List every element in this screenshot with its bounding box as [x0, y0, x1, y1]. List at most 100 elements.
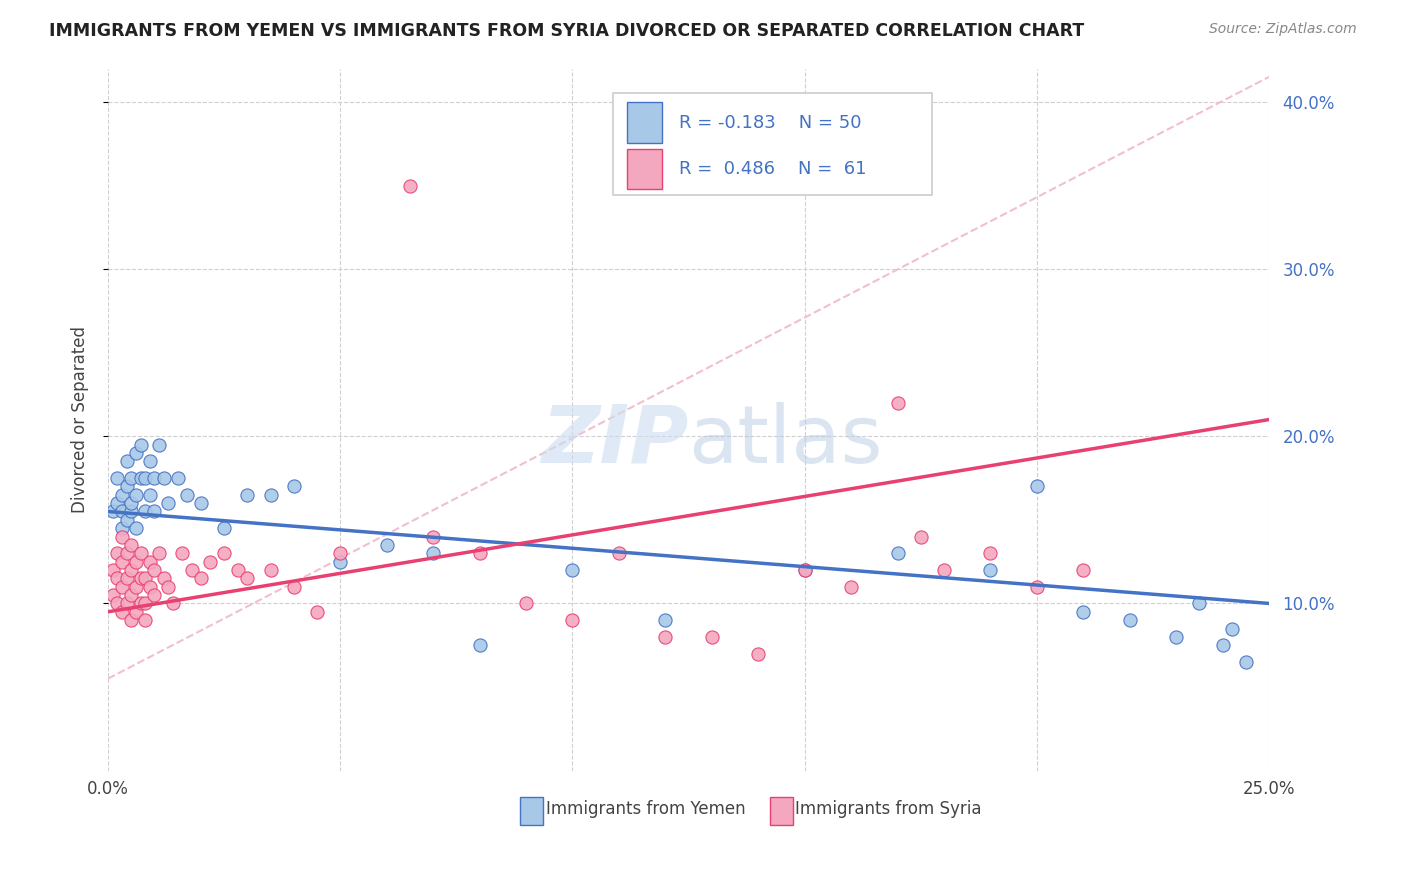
Point — [105, 496, 128, 510]
Point — [305, 605, 328, 619]
Point — [111, 555, 134, 569]
Point — [101, 588, 124, 602]
Point — [399, 178, 422, 193]
Point — [120, 504, 142, 518]
Point — [259, 563, 281, 577]
Point — [561, 613, 583, 627]
Point — [1071, 605, 1094, 619]
Point — [125, 555, 148, 569]
Point — [1212, 638, 1234, 652]
Point — [654, 630, 676, 644]
Point — [111, 605, 134, 619]
Point — [148, 437, 170, 451]
Point — [143, 588, 166, 602]
Point — [468, 546, 491, 560]
Point — [910, 530, 932, 544]
Point — [283, 479, 305, 493]
Text: Source: ZipAtlas.com: Source: ZipAtlas.com — [1209, 22, 1357, 37]
Point — [105, 471, 128, 485]
FancyBboxPatch shape — [627, 149, 662, 189]
Point — [1025, 580, 1047, 594]
Point — [105, 546, 128, 560]
FancyBboxPatch shape — [520, 797, 543, 824]
Point — [115, 546, 138, 560]
Point — [125, 488, 148, 502]
Point — [1220, 622, 1243, 636]
Point — [152, 471, 174, 485]
Point — [143, 504, 166, 518]
Point — [139, 555, 162, 569]
Point — [111, 580, 134, 594]
Point — [134, 613, 156, 627]
Point — [1119, 613, 1142, 627]
FancyBboxPatch shape — [613, 93, 932, 194]
Point — [125, 446, 148, 460]
Point — [212, 521, 235, 535]
Point — [190, 571, 212, 585]
Point — [561, 563, 583, 577]
Point — [125, 605, 148, 619]
Point — [129, 571, 152, 585]
Point — [139, 488, 162, 502]
Point — [139, 454, 162, 468]
Point — [101, 563, 124, 577]
Point — [607, 546, 630, 560]
Point — [105, 596, 128, 610]
Point — [226, 563, 249, 577]
Point — [125, 521, 148, 535]
Point — [157, 580, 180, 594]
Point — [886, 546, 908, 560]
Point — [654, 613, 676, 627]
Point — [172, 546, 194, 560]
Point — [111, 530, 134, 544]
Point — [375, 538, 398, 552]
Point — [111, 504, 134, 518]
Point — [115, 479, 138, 493]
Point — [1166, 630, 1188, 644]
Point — [105, 571, 128, 585]
Point — [120, 563, 142, 577]
Point — [283, 580, 305, 594]
Point — [120, 613, 142, 627]
Point — [125, 580, 148, 594]
Point — [148, 546, 170, 560]
Point — [1234, 655, 1257, 669]
Point — [134, 504, 156, 518]
Point — [111, 488, 134, 502]
Point — [515, 596, 537, 610]
Point — [793, 563, 815, 577]
Point — [700, 630, 723, 644]
Point — [115, 571, 138, 585]
Point — [236, 488, 259, 502]
Point — [180, 563, 202, 577]
Point — [422, 546, 444, 560]
Point — [979, 546, 1001, 560]
Point — [212, 546, 235, 560]
Text: IMMIGRANTS FROM YEMEN VS IMMIGRANTS FROM SYRIA DIVORCED OR SEPARATED CORRELATION: IMMIGRANTS FROM YEMEN VS IMMIGRANTS FROM… — [49, 22, 1084, 40]
Point — [134, 471, 156, 485]
Text: Immigrants from Syria: Immigrants from Syria — [796, 800, 981, 818]
Point — [129, 437, 152, 451]
Point — [259, 488, 281, 502]
Text: R =  0.486    N =  61: R = 0.486 N = 61 — [679, 160, 866, 178]
Point — [134, 571, 156, 585]
Point — [329, 555, 352, 569]
Point — [120, 471, 142, 485]
Text: atlas: atlas — [689, 401, 883, 480]
Point — [839, 580, 862, 594]
FancyBboxPatch shape — [627, 103, 662, 143]
Y-axis label: Divorced or Separated: Divorced or Separated — [72, 326, 89, 513]
Point — [120, 496, 142, 510]
Point — [176, 488, 198, 502]
Point — [143, 563, 166, 577]
Point — [166, 471, 188, 485]
Point — [157, 496, 180, 510]
Point — [134, 596, 156, 610]
Point — [111, 521, 134, 535]
Point — [979, 563, 1001, 577]
Point — [101, 504, 124, 518]
FancyBboxPatch shape — [770, 797, 793, 824]
Text: R = -0.183    N = 50: R = -0.183 N = 50 — [679, 113, 862, 132]
Point — [198, 555, 221, 569]
Point — [115, 454, 138, 468]
